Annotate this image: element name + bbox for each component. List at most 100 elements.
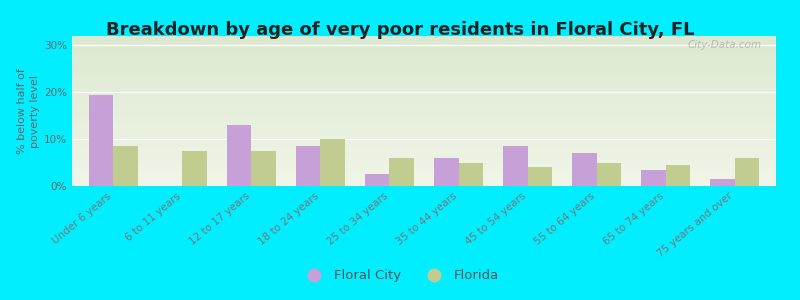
Bar [72,60,776,61]
Bar [72,180,776,182]
Bar [72,150,776,152]
Bar [72,106,776,108]
Bar [72,57,776,58]
Bar [72,38,776,39]
Bar [251,151,276,186]
Bar [72,87,776,88]
Bar [72,160,776,162]
Y-axis label: % below half of
poverty level: % below half of poverty level [17,68,40,154]
Bar [72,159,776,160]
Bar [72,120,776,122]
Bar [72,164,776,165]
Bar [72,66,776,68]
Bar [296,146,321,186]
Bar [72,52,776,54]
Bar [72,167,776,168]
Bar [72,85,776,87]
Bar [72,68,776,69]
Bar [72,102,776,104]
Bar [72,84,776,86]
Bar [503,146,527,186]
Bar [72,148,776,150]
Bar [72,64,776,66]
Bar [72,158,776,159]
Bar [72,141,776,142]
Bar [72,105,776,106]
Bar [72,168,776,170]
Bar [72,154,776,156]
Bar [72,46,776,48]
Bar [572,153,597,186]
Bar [72,152,776,153]
Bar [72,61,776,63]
Bar [72,134,776,135]
Bar [72,69,776,70]
Bar [72,72,776,74]
Bar [72,100,776,102]
Bar [72,56,776,57]
Bar [227,125,251,186]
Bar [72,82,776,84]
Bar [72,171,776,172]
Bar [72,138,776,140]
Bar [527,167,552,186]
Bar [72,124,776,126]
Bar [72,80,776,81]
Bar [434,158,458,186]
Bar [72,76,776,78]
Bar [72,114,776,116]
Bar [72,74,776,75]
Bar [72,45,776,46]
Bar [710,179,734,186]
Bar [72,183,776,184]
Bar [72,122,776,123]
Bar [72,130,776,132]
Bar [72,51,776,52]
Bar [72,174,776,176]
Bar [72,172,776,174]
Bar [72,40,776,42]
Bar [72,110,776,111]
Bar [72,94,776,96]
Bar [72,103,776,105]
Bar [366,174,390,186]
Bar [72,92,776,93]
Bar [72,78,776,80]
Bar [72,90,776,92]
Bar [734,158,758,186]
Bar [72,112,776,114]
Bar [72,178,776,180]
Bar [72,81,776,82]
Bar [72,48,776,50]
Bar [72,42,776,44]
Bar [72,126,776,128]
Bar [458,163,482,186]
Bar [72,135,776,136]
Bar [72,96,776,98]
Bar [72,182,776,183]
Bar [72,176,776,177]
Bar [642,169,666,186]
Bar [72,123,776,124]
Bar [114,146,138,186]
Bar [72,98,776,99]
Bar [72,144,776,146]
Bar [666,165,690,186]
Bar [90,94,114,186]
Bar [72,118,776,120]
Bar [321,139,345,186]
Bar [72,128,776,129]
Bar [72,111,776,112]
Bar [182,151,206,186]
Bar [72,146,776,147]
Bar [72,93,776,94]
Bar [72,169,776,171]
Legend: Floral City, Florida: Floral City, Florida [296,264,504,287]
Text: Breakdown by age of very poor residents in Floral City, FL: Breakdown by age of very poor residents … [106,21,694,39]
Bar [72,108,776,110]
Bar [72,50,776,51]
Bar [72,116,776,117]
Bar [72,162,776,164]
Bar [72,75,776,76]
Bar [72,184,776,186]
